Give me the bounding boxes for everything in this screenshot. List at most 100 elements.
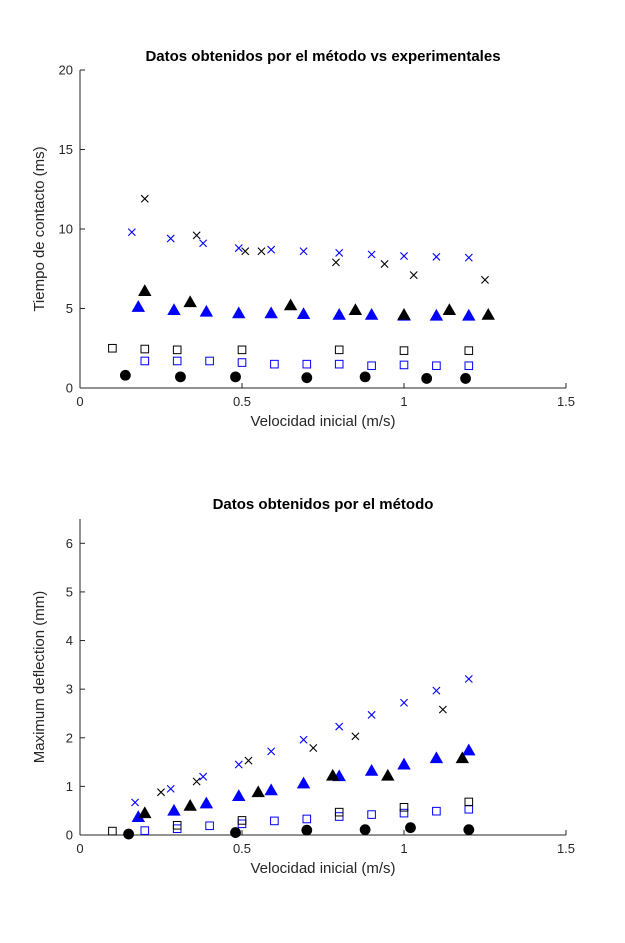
data-point-triangle [283,298,298,311]
data-point-circle [460,373,471,384]
data-point-square [432,806,441,816]
data-point-circle [359,371,371,383]
data-point-square [399,346,409,355]
data-point-triangle [232,789,246,802]
data-point-triangle [397,757,411,770]
data-point-x [157,788,165,797]
data-point-triangle [296,307,311,320]
data-point-x [241,247,250,256]
data-point-x [299,735,308,744]
data-point-triangle [264,783,278,796]
data-point-square [399,808,409,818]
data-point-x [199,772,208,781]
data-point-square [399,802,409,812]
data-point-x [335,248,344,257]
data-point-square [334,345,344,355]
data-point-x [367,250,376,259]
data-point-square [270,359,279,369]
data-point-square [237,345,247,355]
data-point-x [166,784,175,793]
data-point-circle [119,369,131,381]
chart-1-y-tick-label: 5 [66,301,73,316]
data-point-square [205,356,214,366]
data-point-triangle [364,308,379,320]
data-point-triangle [167,303,181,316]
data-point-triangle [167,803,181,816]
data-point-triangle [462,308,476,321]
chart-1-x-tick-label: 0 [76,394,83,409]
data-point-triangle [364,764,379,776]
data-point-square [172,820,182,830]
data-point-square [334,812,344,821]
data-point-triangle [326,768,340,781]
data-point-x [409,271,418,280]
chart-2-y-tick-label: 3 [66,682,73,697]
chart-2-x-tick-label: 1.5 [557,841,575,856]
chart-1-y-tick-label: 10 [59,222,73,237]
chart-1-y-tick-label: 0 [66,381,73,396]
data-point-square [205,821,214,831]
chart-1-x-label: Velocidad inicial (m/s) [250,413,395,430]
data-point-x [335,722,344,731]
chart-2-y-label: Maximum deflection (mm) [31,591,48,764]
data-point-square [302,814,312,824]
chart-2-x-tick-label: 0 [76,841,83,856]
data-point-x [192,231,201,240]
chart-1: Datos obtenidos por el método vs experim… [31,48,575,430]
chart-1-title: Datos obtenidos por el método vs experim… [145,48,500,65]
chart-1-x-tick-label: 0.5 [233,394,251,409]
data-point-x [244,756,253,765]
chart-2-x-tick-label: 1 [400,841,407,856]
data-point-x [432,686,441,695]
data-point-x [267,245,276,254]
chart-2-series-3 [131,743,476,822]
chart-1-series-1 [127,228,473,262]
data-point-triangle [429,308,444,321]
data-point-square [334,807,344,817]
data-point-x [192,777,201,786]
chart-1-x-tick-label: 1 [400,394,407,409]
data-point-x [400,698,408,707]
chart-2-series-2 [157,705,447,797]
data-point-x [299,247,308,256]
chart-2-title: Datos obtenidos por el método [213,496,434,513]
data-point-circle [301,824,313,836]
data-point-triangle [442,303,457,316]
data-point-circle [421,373,433,384]
chart-2-x-label: Velocidad inicial (m/s) [250,860,395,877]
data-point-x [199,239,208,248]
data-point-triangle [264,306,278,319]
chart-2-x-tick-label: 0.5 [233,841,251,856]
data-point-x [166,234,175,243]
data-point-circle [301,372,313,384]
data-point-x [400,252,408,261]
data-point-square [464,797,474,807]
chart-1-y-label: Tiempo de contacto (ms) [31,146,48,311]
chart-2-series-6 [108,797,474,836]
data-point-triangle [183,799,197,811]
data-point-triangle [429,751,444,764]
data-point-square [237,358,247,367]
data-point-x [481,275,489,284]
data-point-triangle [296,776,311,789]
data-point-x [464,674,473,683]
data-point-x [432,252,441,261]
data-point-triangle [481,308,495,320]
data-point-circle [175,371,186,383]
data-point-square [464,346,474,355]
data-point-x [309,743,318,752]
data-point-x [367,710,376,719]
data-point-triangle [183,295,197,308]
chart-1-series-2 [140,194,489,284]
chart-1-y-tick-label: 20 [59,63,73,78]
data-point-square [172,345,182,355]
chart-2-y-tick-label: 6 [66,536,73,551]
data-point-triangle [199,304,214,317]
chart-2-y-tick-label: 2 [66,730,73,745]
data-point-square [334,359,344,369]
data-point-x [380,259,389,268]
data-point-circle [123,828,134,840]
data-point-triangle [138,284,152,296]
data-point-x [140,194,149,203]
chart-1-y-tick-label: 15 [59,142,73,157]
